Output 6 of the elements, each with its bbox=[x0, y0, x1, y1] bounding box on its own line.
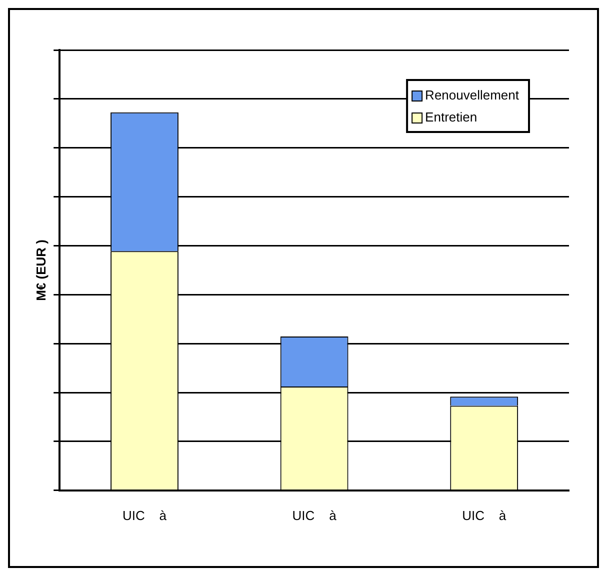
legend-label: Entretien bbox=[425, 110, 478, 125]
y-axis-title: M€ (EUR ) bbox=[33, 240, 48, 301]
legend-label: Renouvellement bbox=[425, 88, 520, 103]
x-tick-label: UIC à bbox=[462, 508, 507, 523]
x-tick-label: UIC à bbox=[122, 508, 168, 523]
x-tick-label: UIC à bbox=[292, 508, 338, 523]
